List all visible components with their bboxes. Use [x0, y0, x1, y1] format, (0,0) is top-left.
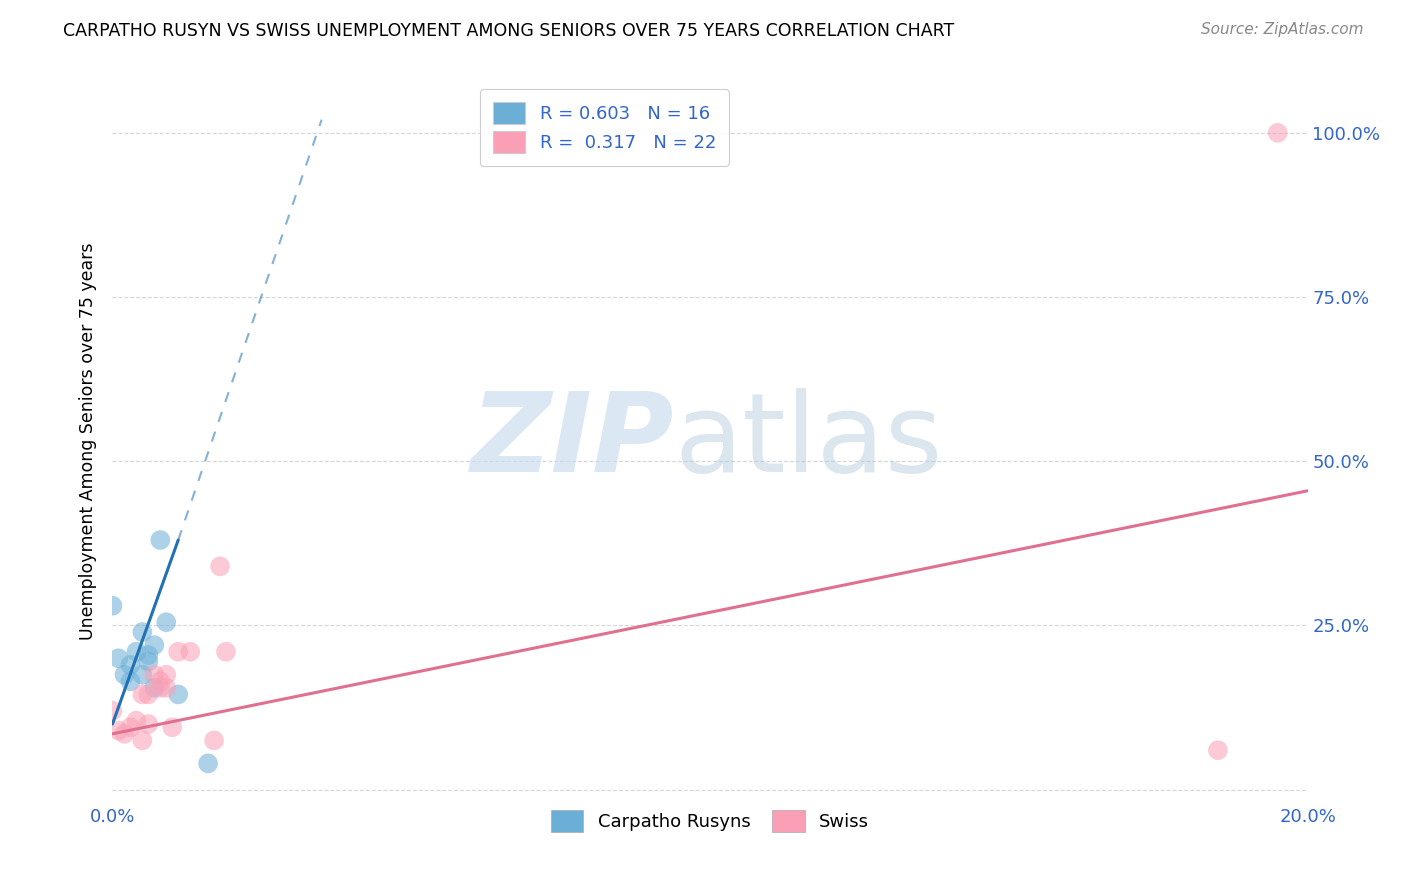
- Point: [131, 667, 153, 681]
- Point: [197, 756, 219, 771]
- Point: [125, 645, 148, 659]
- Point: [138, 655, 160, 669]
- Point: [131, 625, 153, 640]
- Point: [209, 559, 232, 574]
- Text: Source: ZipAtlas.com: Source: ZipAtlas.com: [1201, 22, 1364, 37]
- Point: [138, 648, 160, 662]
- Point: [107, 723, 129, 738]
- Point: [120, 674, 142, 689]
- Point: [155, 615, 177, 630]
- Point: [202, 733, 225, 747]
- Point: [120, 657, 142, 672]
- Point: [149, 533, 172, 547]
- Y-axis label: Unemployment Among Seniors over 75 years: Unemployment Among Seniors over 75 years: [79, 243, 97, 640]
- Point: [143, 667, 166, 681]
- Point: [114, 727, 135, 741]
- Point: [143, 638, 166, 652]
- Point: [215, 645, 238, 659]
- Point: [131, 687, 153, 701]
- Point: [107, 651, 129, 665]
- Point: [149, 681, 172, 695]
- Point: [179, 645, 201, 659]
- Legend: Carpatho Rusyns, Swiss: Carpatho Rusyns, Swiss: [538, 797, 882, 845]
- Text: atlas: atlas: [675, 388, 942, 495]
- Point: [1206, 743, 1229, 757]
- Point: [138, 717, 160, 731]
- Text: ZIP: ZIP: [471, 388, 675, 495]
- Point: [138, 687, 160, 701]
- Point: [149, 674, 172, 689]
- Point: [162, 720, 183, 734]
- Point: [155, 681, 177, 695]
- Point: [120, 720, 142, 734]
- Point: [101, 704, 124, 718]
- Point: [167, 645, 190, 659]
- Point: [1267, 126, 1289, 140]
- Point: [131, 733, 153, 747]
- Point: [114, 667, 135, 681]
- Point: [143, 681, 166, 695]
- Text: CARPATHO RUSYN VS SWISS UNEMPLOYMENT AMONG SENIORS OVER 75 YEARS CORRELATION CHA: CARPATHO RUSYN VS SWISS UNEMPLOYMENT AMO…: [63, 22, 955, 40]
- Point: [101, 599, 124, 613]
- Point: [125, 714, 148, 728]
- Point: [155, 667, 177, 681]
- Point: [167, 687, 190, 701]
